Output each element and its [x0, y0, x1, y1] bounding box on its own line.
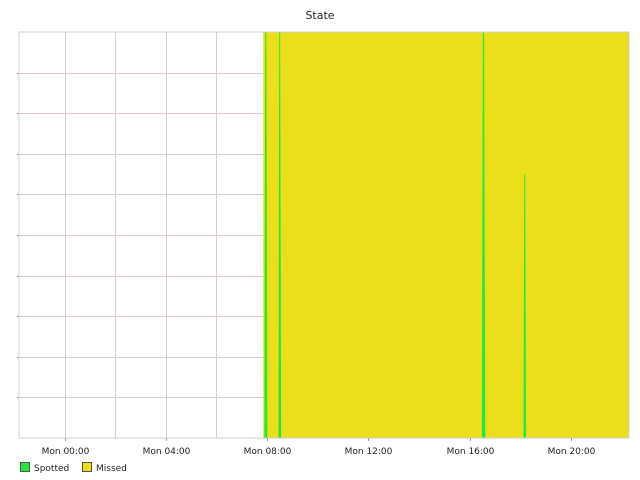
x-tick-label: Mon 00:00	[42, 447, 90, 457]
x-tick-label: Mon 16:00	[447, 447, 495, 457]
x-tick-label: Mon 08:00	[244, 447, 292, 457]
x-tick-label: Mon 12:00	[345, 447, 393, 457]
x-axis: Mon 00:00 Mon 04:00 Mon 08:00 Mon 12:00 Mon …	[42, 438, 596, 457]
spotted-spike	[523, 174, 527, 438]
spotted-spike	[278, 32, 282, 438]
chart-title: State	[305, 9, 334, 22]
spotted-spike	[481, 32, 486, 438]
x-tick-label: Mon 20:00	[548, 447, 596, 457]
legend-swatch	[82, 462, 92, 472]
legend-label: Missed	[96, 464, 127, 474]
missed-area	[263, 32, 629, 438]
legend-label: Spotted	[34, 464, 69, 474]
data-areas	[263, 32, 629, 438]
spotted-spike	[264, 32, 268, 438]
legend-swatch	[20, 462, 30, 472]
x-tick-label: Mon 04:00	[143, 447, 191, 457]
plot-frame	[18, 31, 630, 439]
legend: Spotted Missed	[20, 462, 127, 474]
